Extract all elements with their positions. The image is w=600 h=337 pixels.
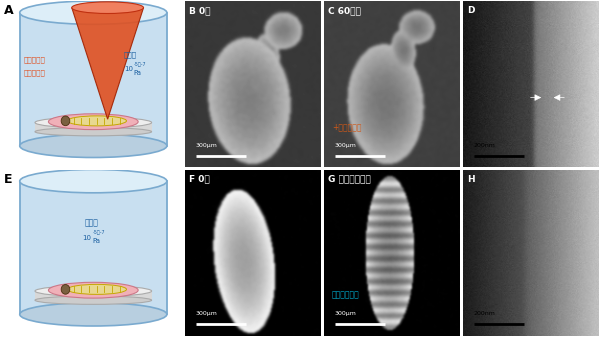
Ellipse shape bbox=[72, 2, 143, 13]
Ellipse shape bbox=[61, 116, 70, 126]
Polygon shape bbox=[72, 8, 143, 119]
Text: Pa: Pa bbox=[134, 70, 142, 75]
Text: +ナノスーツ: +ナノスーツ bbox=[332, 122, 361, 131]
Text: H: H bbox=[467, 175, 475, 184]
Ellipse shape bbox=[20, 303, 167, 326]
FancyBboxPatch shape bbox=[35, 291, 152, 300]
Ellipse shape bbox=[35, 296, 152, 304]
Text: G 実体顕微鏡下: G 実体顕微鏡下 bbox=[328, 175, 371, 184]
Text: コントロール: コントロール bbox=[332, 290, 359, 299]
Text: F 0分: F 0分 bbox=[189, 175, 209, 184]
Text: A: A bbox=[4, 4, 13, 17]
FancyBboxPatch shape bbox=[35, 123, 152, 132]
Ellipse shape bbox=[67, 284, 127, 295]
Text: B 0分: B 0分 bbox=[189, 6, 211, 15]
Text: C 60分後: C 60分後 bbox=[328, 6, 361, 15]
Text: 300μm: 300μm bbox=[196, 143, 218, 148]
Text: 10: 10 bbox=[83, 235, 92, 241]
Ellipse shape bbox=[20, 1, 167, 24]
Text: 電子線照射: 電子線照射 bbox=[23, 56, 45, 63]
Text: -5～-7: -5～-7 bbox=[92, 230, 105, 235]
Text: 300μm: 300μm bbox=[335, 311, 356, 316]
Ellipse shape bbox=[35, 286, 152, 297]
Text: による観察: による観察 bbox=[23, 69, 45, 76]
Ellipse shape bbox=[49, 282, 138, 298]
Ellipse shape bbox=[35, 117, 152, 128]
Text: E: E bbox=[4, 173, 12, 186]
FancyBboxPatch shape bbox=[20, 13, 167, 146]
Ellipse shape bbox=[67, 116, 127, 126]
Ellipse shape bbox=[35, 127, 152, 136]
Ellipse shape bbox=[20, 134, 167, 157]
Text: D: D bbox=[467, 6, 475, 15]
Text: 10: 10 bbox=[124, 66, 133, 72]
Ellipse shape bbox=[61, 284, 70, 294]
Text: -5～-7: -5～-7 bbox=[134, 62, 146, 67]
Text: 200nm: 200nm bbox=[473, 311, 496, 316]
Text: 高真空: 高真空 bbox=[85, 218, 98, 227]
Text: 300μm: 300μm bbox=[196, 311, 218, 316]
Text: Pa: Pa bbox=[92, 238, 100, 244]
Text: 高真空: 高真空 bbox=[124, 51, 137, 58]
Ellipse shape bbox=[20, 170, 167, 193]
FancyBboxPatch shape bbox=[20, 181, 167, 314]
Text: 200nm: 200nm bbox=[473, 143, 496, 148]
Text: 300μm: 300μm bbox=[335, 143, 356, 148]
Ellipse shape bbox=[49, 114, 138, 130]
